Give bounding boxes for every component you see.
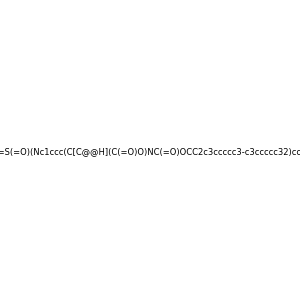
Text: O=S(=O)(Nc1ccc(C[C@@H](C(=O)O)NC(=O)OCC2c3ccccc3-c3ccccc32)cc1)C: O=S(=O)(Nc1ccc(C[C@@H](C(=O)O)NC(=O)OCC2… xyxy=(0,147,300,156)
